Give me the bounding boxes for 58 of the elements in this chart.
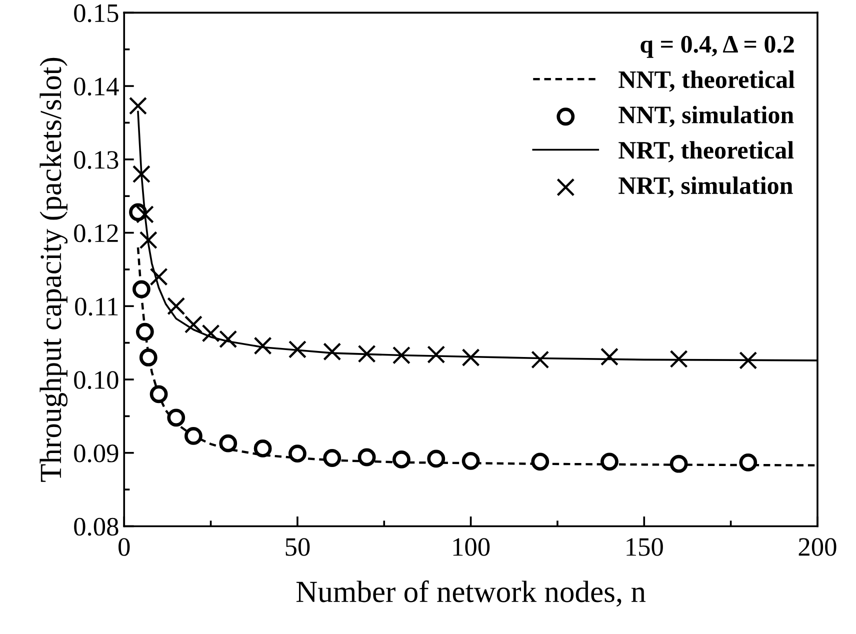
y-tick-label: 0.13 (74, 151, 118, 169)
legend-label: NNT, theoretical (618, 70, 795, 92)
point (150, 268, 168, 286)
point (288, 340, 306, 358)
point (254, 336, 272, 355)
point (358, 448, 376, 466)
x-tick-label: 50 (286, 538, 310, 556)
x-tick-label: 150 (626, 538, 663, 556)
point (167, 297, 186, 316)
point (139, 348, 158, 366)
point (670, 454, 688, 473)
point (392, 346, 410, 364)
point (392, 450, 410, 468)
x-tick-label: 200 (798, 538, 836, 556)
point (132, 165, 150, 184)
y-tick-label: 0.08 (74, 518, 118, 536)
legend-label: NRT, theoretical (618, 141, 794, 162)
y-axis-title: Throughput capacity (packets/slot) (40, 58, 68, 482)
y-tick-label: 0.12 (74, 224, 118, 242)
point (167, 408, 186, 427)
point (150, 385, 168, 404)
point (739, 453, 758, 472)
point (136, 205, 154, 224)
point (739, 351, 758, 370)
point (462, 348, 480, 367)
y-tick-label: 0.10 (74, 371, 118, 390)
point (600, 452, 618, 471)
point (128, 96, 148, 115)
point (132, 280, 150, 298)
point (323, 342, 342, 361)
point (670, 350, 688, 368)
point (358, 344, 376, 363)
point (531, 452, 550, 471)
y-tick-label: 0.11 (75, 298, 118, 316)
point (288, 444, 306, 463)
point (323, 449, 342, 467)
x-tick-label: 100 (453, 538, 490, 556)
legend-title: q = 0.4, Δ = 0.2 (640, 36, 794, 58)
point (462, 452, 480, 470)
y-tick-label: 0.09 (74, 444, 118, 462)
legend-label: NRT, simulation (618, 176, 793, 198)
point (531, 350, 550, 369)
point (427, 346, 446, 364)
legend-label: NNT, simulation (618, 106, 794, 128)
point (427, 450, 446, 468)
x-axis-title: Number of network nodes, n (296, 580, 646, 607)
point (219, 434, 238, 452)
point (136, 322, 154, 341)
y-tick-label: 0.15 (74, 4, 118, 22)
x-tick-label: 0 (118, 538, 130, 556)
point (184, 427, 202, 445)
point (184, 315, 202, 334)
point (202, 324, 220, 342)
point (219, 330, 238, 348)
point (254, 440, 272, 458)
point (139, 231, 158, 250)
y-tick-label: 0.14 (74, 78, 119, 96)
point (600, 348, 618, 366)
